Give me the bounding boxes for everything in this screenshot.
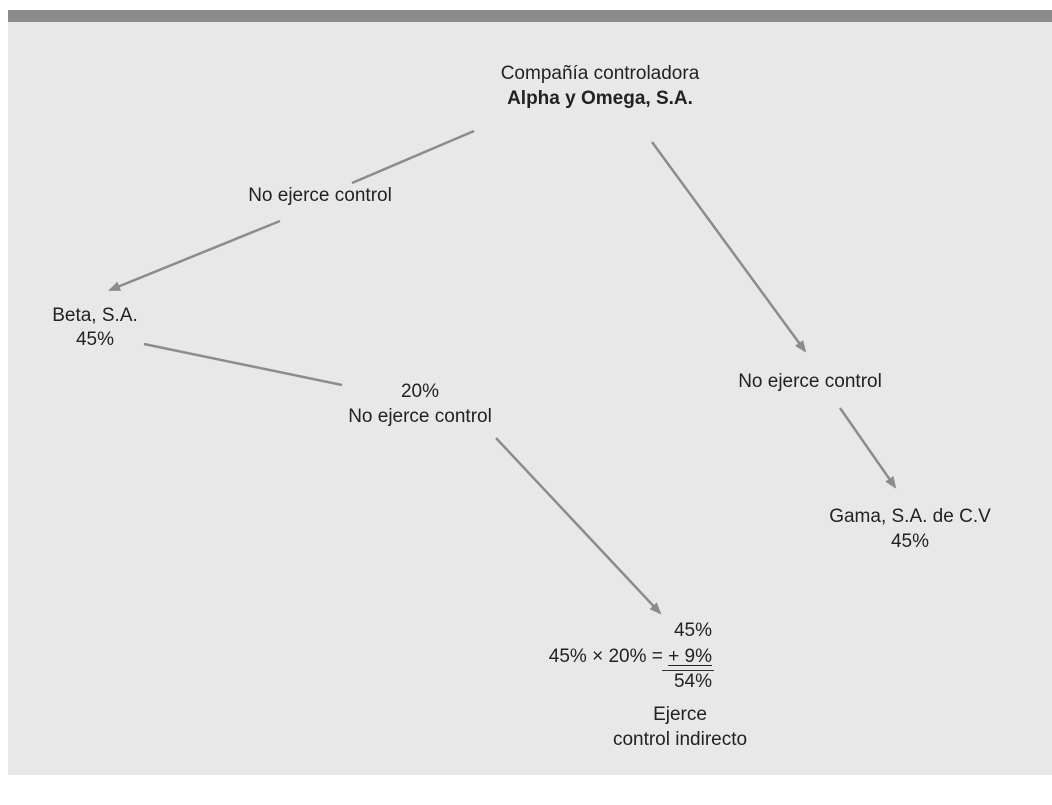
arrow-to-gama (838, 407, 897, 489)
result-first-pct: 45% (673, 620, 712, 641)
line-top-to-left-label (351, 129, 475, 185)
top-title: Compañía controladora (500, 63, 700, 84)
arrow-to-right-label (650, 141, 807, 353)
top-company: Alpha y Omega, S.A. (507, 88, 693, 109)
top-bar (8, 10, 1052, 22)
left-edge-label: No ejerce control (248, 185, 392, 206)
gama-pct: 45% (890, 531, 930, 552)
right-edge-label: No ejerce control (738, 371, 882, 392)
result-formula: 45% × 20% = (548, 646, 663, 667)
gama-name: Gama, S.A. de C.V (829, 506, 991, 527)
mid-edge-label: No ejerce control (348, 406, 492, 427)
result-total-row: 54% (622, 670, 712, 694)
line-beta-to-mid-label (143, 342, 343, 387)
mid-pct: 20% (400, 381, 440, 402)
conclusion-line2: control indirecto (612, 729, 748, 750)
result-addend: + 9% (668, 646, 712, 667)
result-total: 54% (673, 671, 712, 692)
result-line1: 45% (622, 619, 712, 643)
beta-pct: 45% (75, 329, 115, 350)
diagram-panel (8, 22, 1052, 775)
conclusion-line1: Ejerce (653, 704, 707, 725)
arrow-to-result (495, 437, 662, 615)
arrow-to-beta (108, 219, 281, 292)
beta-name: Beta, S.A. (52, 305, 138, 326)
result-formula-row: 45% × 20% = + 9% (530, 645, 712, 669)
sum-rule (662, 670, 714, 671)
